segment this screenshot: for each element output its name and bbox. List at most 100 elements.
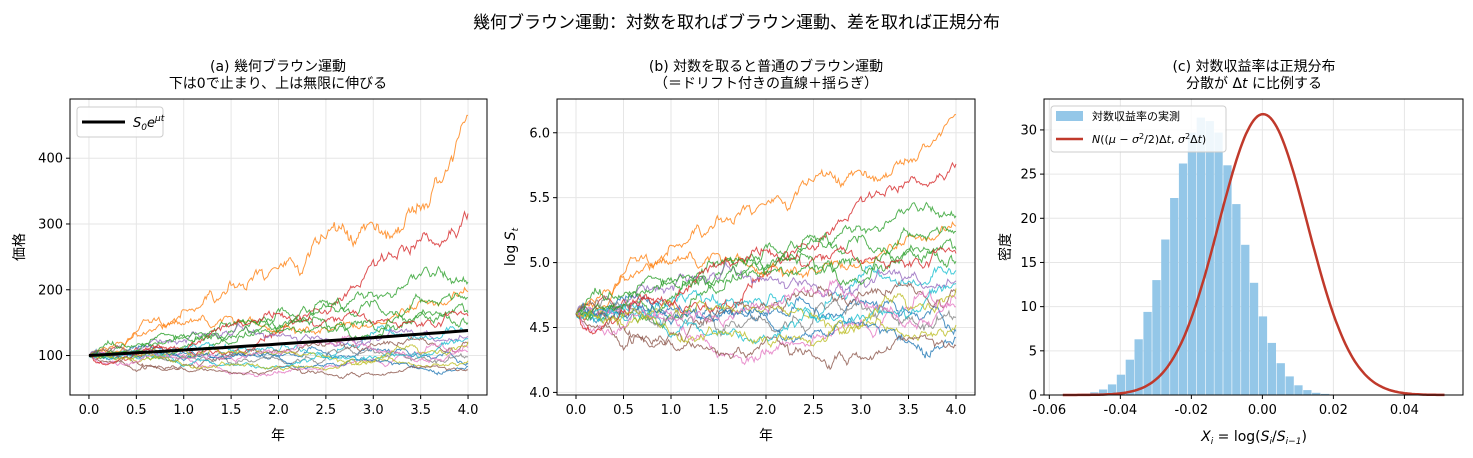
a-ytick-label: 300 xyxy=(38,217,63,232)
a-ytick-label: 400 xyxy=(38,152,63,167)
histogram-bar xyxy=(1178,163,1188,395)
log-price-path xyxy=(575,288,957,349)
b-xtick-label: 4.0 xyxy=(946,403,967,418)
b-ytick-label: 5.5 xyxy=(529,191,550,206)
b-xtick-label: 1.0 xyxy=(661,403,682,418)
panel-b-title-line2: （＝ドリフト付きの直線＋揺らぎ） xyxy=(654,75,878,92)
b-xtick-label: 0.5 xyxy=(613,403,634,418)
b-xtick-label: 0.0 xyxy=(566,403,587,418)
panel-a: (a) 幾何ブラウン運動 下は0で止まり、上は無限に伸びる 0.0 0.5 1.0 1… xyxy=(12,58,488,444)
panel-b-xlabel: 年 xyxy=(759,428,773,444)
c-ytick-label: 15 xyxy=(1020,256,1037,271)
log-price-path xyxy=(575,114,956,315)
histogram-bar xyxy=(1170,198,1179,395)
log-price-path xyxy=(575,245,957,335)
panel-c-series xyxy=(1062,112,1445,397)
panel-a-xlabel: 年 xyxy=(271,428,285,444)
panel-b-ylabel: log St xyxy=(503,227,521,266)
a-xtick-label: 1.0 xyxy=(173,403,194,418)
histogram-bar xyxy=(1196,117,1205,395)
log-price-path xyxy=(575,261,957,318)
panel-b-plot-frame xyxy=(556,98,976,396)
panel-a-series xyxy=(88,114,469,380)
panel-c-legend-box xyxy=(1050,105,1227,153)
c-ytick-label: 10 xyxy=(1020,300,1037,315)
c-xtick-label: -0.06 xyxy=(1033,403,1067,418)
histogram-bar xyxy=(1232,204,1241,395)
panel-c-legend: 対数収益率の実測 N((μ − σ2/2)Δt, σ2Δt) xyxy=(1050,105,1227,153)
panel-c-xlabel: Xi = log(Si/Si−1) xyxy=(1200,429,1307,447)
histogram-bar xyxy=(1143,311,1152,395)
c-ytick-label: 30 xyxy=(1020,123,1037,138)
panel-a-title-line2: 下は0で止まり、上は無限に伸びる xyxy=(169,76,387,92)
c-xtick-label: -0.04 xyxy=(1104,403,1138,418)
c-ytick-label: 25 xyxy=(1020,168,1037,183)
a-xtick-label: 3.0 xyxy=(363,403,384,418)
b-xtick-label: 3.0 xyxy=(851,403,872,418)
c-ytick-label: 0 xyxy=(1029,389,1037,404)
a-xtick-label: 0.0 xyxy=(79,403,100,418)
gbm-price-path xyxy=(88,114,468,356)
histogram-bar xyxy=(1276,363,1285,395)
panel-a-legend: S0eμt xyxy=(76,106,165,138)
c-xtick-label: 0.04 xyxy=(1390,403,1419,418)
log-price-path xyxy=(575,299,957,342)
panel-c-legend-label-curve: N((μ − σ2/2)Δt, σ2Δt) xyxy=(1092,132,1206,146)
panel-a-ylabel: 価格 xyxy=(12,233,28,261)
log-price-path xyxy=(575,302,957,359)
a-xtick-label: 0.5 xyxy=(126,403,147,418)
panel-b-title-line1: (b) 対数を取ると普通のブラウン運動 xyxy=(649,58,883,75)
a-xtick-label: 3.5 xyxy=(410,403,431,418)
a-xtick-label: 1.5 xyxy=(221,403,242,418)
b-ytick-label: 5.0 xyxy=(529,256,550,271)
b-xtick-label: 2.0 xyxy=(756,403,777,418)
b-ytick-label: 4.5 xyxy=(529,321,550,336)
panel-b-grid xyxy=(557,99,975,395)
panel-c-title-line2: 分散が Δt に比例する xyxy=(1186,76,1322,92)
gbm-price-path xyxy=(88,347,469,369)
log-price-path xyxy=(575,201,957,329)
histogram-bar xyxy=(1187,132,1197,395)
histogram-bar xyxy=(1303,390,1312,395)
c-ytick-label: 20 xyxy=(1020,212,1037,227)
gbm-price-path xyxy=(88,341,469,372)
a-xtick-label: 4.0 xyxy=(458,403,479,418)
panel-a-title-line1: (a) 幾何ブラウン運動 xyxy=(210,58,346,75)
panel-c-plot-frame xyxy=(1043,98,1464,396)
a-xtick-label: 2.5 xyxy=(316,403,337,418)
b-xtick-label: 2.5 xyxy=(803,403,824,418)
b-ytick-label: 4.0 xyxy=(529,386,550,401)
gbm-price-path xyxy=(88,297,469,360)
histogram-bar xyxy=(1267,342,1276,395)
c-xtick-label: 0.00 xyxy=(1248,403,1277,418)
histogram-bar xyxy=(1285,376,1294,395)
histogram-bar xyxy=(1312,392,1321,395)
histogram-bar xyxy=(1294,385,1303,395)
a-ytick-label: 200 xyxy=(38,283,63,298)
c-xtick-label: 0.02 xyxy=(1319,403,1348,418)
panel-b-series xyxy=(575,114,957,371)
histogram-bar xyxy=(1241,244,1250,395)
histogram-bar xyxy=(1116,374,1126,395)
b-ytick-label: 6.0 xyxy=(529,126,550,141)
histogram-bar xyxy=(1107,384,1117,395)
panel-a-plot-frame xyxy=(69,98,488,396)
log-price-path xyxy=(575,226,957,315)
panel-c-ylabel: 密度 xyxy=(997,233,1014,261)
histogram-bar xyxy=(1125,359,1134,395)
a-xtick-label: 2.0 xyxy=(268,403,289,418)
histogram-bar xyxy=(1258,316,1268,395)
histogram-bar xyxy=(1161,239,1170,395)
histogram-bar xyxy=(1152,280,1161,395)
panel-c: (c) 対数収益率は正規分布 分散が Δt に比例する -0.06 -0.04 -0… xyxy=(997,58,1464,447)
b-xtick-label: 1.5 xyxy=(708,403,729,418)
log-price-path xyxy=(575,231,957,322)
panel-c-legend-label-hist: 対数収益率の実測 xyxy=(1092,109,1180,123)
gbm-price-path xyxy=(88,292,469,356)
panel-b-ticks: 0.0 0.5 1.0 1.5 2.0 2.5 3.0 3.5 4.0 4.0 4.5 5.0 5.5 6… xyxy=(529,126,966,418)
c-xtick-label: -0.02 xyxy=(1175,403,1209,418)
histogram-bar xyxy=(1321,393,1330,395)
panel-c-title-line1: (c) 対数収益率は正規分布 xyxy=(1172,58,1335,75)
histogram-bar xyxy=(1099,389,1108,395)
